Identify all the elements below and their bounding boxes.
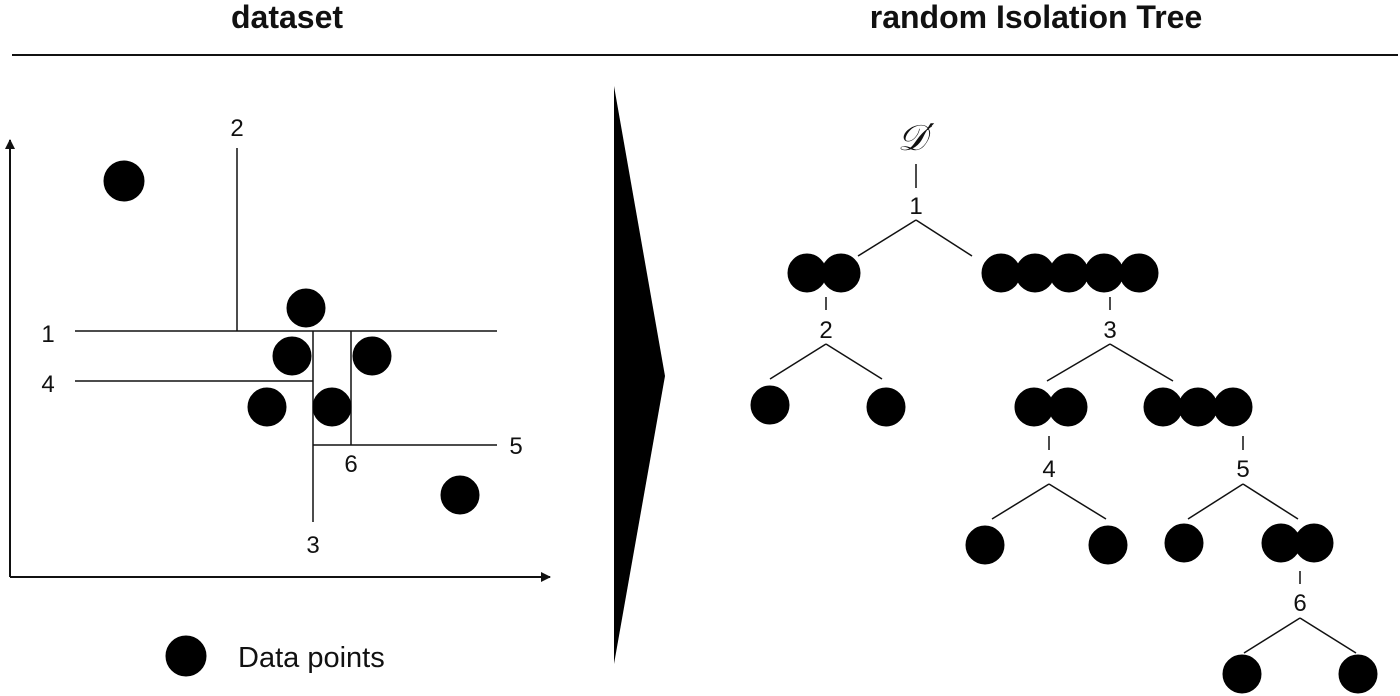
data-point <box>1143 387 1183 427</box>
data-point <box>1178 387 1218 427</box>
tree-edge <box>1187 483 1244 520</box>
tree-split-label-5: 5 <box>1236 456 1249 483</box>
legend-marker <box>165 635 207 677</box>
tree-edge <box>991 483 1050 520</box>
tree-edge <box>1242 483 1299 520</box>
tree-edge <box>1109 343 1174 382</box>
tree-root-label: 𝒟′ <box>898 118 935 159</box>
tree-node-split3-right <box>1143 387 1253 427</box>
data-point <box>312 387 352 427</box>
split-label-1: 1 <box>41 321 54 348</box>
tree-split-label-4: 4 <box>1042 456 1055 483</box>
data-point <box>1084 253 1124 293</box>
data-point <box>1048 387 1088 427</box>
tree-edge <box>1299 617 1357 654</box>
tree-edge <box>857 219 917 257</box>
tree-edge <box>769 343 827 380</box>
data-point <box>1088 525 1128 565</box>
data-point <box>965 525 1005 565</box>
data-point <box>787 253 827 293</box>
tree-node-split3-left <box>1014 387 1088 427</box>
tree-edge <box>1048 483 1107 520</box>
data-point <box>247 387 287 427</box>
data-point <box>1014 387 1054 427</box>
data-point <box>750 385 790 425</box>
data-point <box>1015 253 1055 293</box>
legend-label: Data points <box>238 642 385 674</box>
isolation-tree: 𝒟′ 1 2 3 <box>750 118 1378 694</box>
data-point <box>103 160 145 202</box>
tree-edge <box>915 219 973 257</box>
split-label-5: 5 <box>509 433 522 460</box>
tree-edge <box>1243 617 1301 654</box>
data-point <box>352 336 392 376</box>
data-point <box>1222 654 1262 694</box>
tree-node-right-1 <box>981 253 1159 293</box>
split-label-2: 2 <box>230 115 243 142</box>
tree-split-label-1: 1 <box>909 193 922 220</box>
data-point <box>1338 654 1378 694</box>
data-point <box>1119 253 1159 293</box>
tree-split-label-2: 2 <box>819 317 832 344</box>
tree-edge <box>825 343 883 380</box>
dataset-header: dataset <box>231 0 343 35</box>
split-label-4: 4 <box>41 371 54 398</box>
transform-arrow <box>614 86 665 664</box>
split-label-3: 3 <box>306 532 319 559</box>
dataset-panel: 1 2 3 4 5 6 Data points <box>4 115 551 677</box>
data-point <box>1213 387 1253 427</box>
tree-edge <box>1046 343 1111 382</box>
split-label-6: 6 <box>344 451 357 478</box>
data-point <box>981 253 1021 293</box>
data-point <box>272 336 312 376</box>
data-point <box>821 253 861 293</box>
tree-node-split5-right <box>1261 523 1334 563</box>
data-point <box>1294 523 1334 563</box>
data-point <box>1049 253 1089 293</box>
tree-node-left-1 <box>787 253 861 293</box>
tree-split-label-3: 3 <box>1103 317 1116 344</box>
data-point <box>866 387 906 427</box>
data-point <box>286 288 326 328</box>
data-point <box>440 475 480 515</box>
data-point <box>1164 523 1204 563</box>
tree-header: random Isolation Tree <box>870 0 1203 35</box>
tree-split-label-6: 6 <box>1293 590 1306 617</box>
data-point <box>1261 523 1301 563</box>
